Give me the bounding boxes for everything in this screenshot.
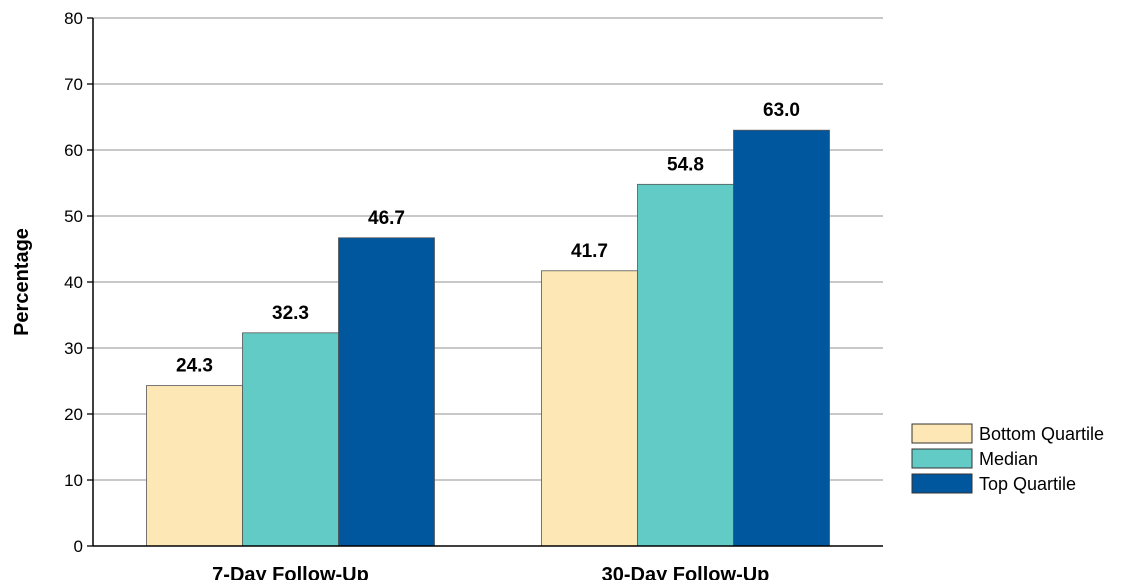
y-tick-label: 40 <box>64 273 83 292</box>
y-tick-label: 70 <box>64 75 83 94</box>
y-tick-labels: 0 10 20 30 40 50 60 70 80 <box>64 9 83 556</box>
bar <box>733 129 830 547</box>
legend-swatch <box>911 448 973 469</box>
data-label: 41.7 <box>571 241 608 262</box>
bar <box>541 270 638 547</box>
category-label: 7-Day Follow-Up <box>212 564 369 580</box>
legend-label: Median <box>979 449 1038 469</box>
y-tick-label: 50 <box>64 207 83 226</box>
bar <box>242 332 339 547</box>
legend-label: Top Quartile <box>979 474 1076 494</box>
data-label: 46.7 <box>368 208 405 229</box>
data-labels: 24.3 32.3 46.7 41.7 54.8 63.0 <box>176 100 800 376</box>
axes <box>92 18 883 547</box>
y-tick-label: 20 <box>64 405 83 424</box>
bar <box>146 385 243 547</box>
y-tick-label: 30 <box>64 339 83 358</box>
y-tick-label: 0 <box>74 537 83 556</box>
bars <box>146 129 830 547</box>
y-axis-title: Percentage <box>11 228 33 336</box>
y-tick-label: 10 <box>64 471 83 490</box>
data-label: 63.0 <box>763 100 800 121</box>
data-label: 24.3 <box>176 356 213 377</box>
category-labels: 7-Day Follow-Up 30-Day Follow-Up <box>212 564 769 580</box>
bar <box>338 237 435 547</box>
data-label: 32.3 <box>272 303 309 324</box>
y-tick-label: 80 <box>64 9 83 28</box>
legend-label: Bottom Quartile <box>979 424 1104 444</box>
legend: Bottom Quartile Median Top Quartile <box>911 423 1104 494</box>
y-tick-label: 60 <box>64 141 83 160</box>
bar <box>637 183 734 547</box>
legend-swatch <box>911 473 973 494</box>
legend-swatch <box>911 423 973 444</box>
category-label: 30-Day Follow-Up <box>602 564 770 580</box>
data-label: 54.8 <box>667 154 704 175</box>
